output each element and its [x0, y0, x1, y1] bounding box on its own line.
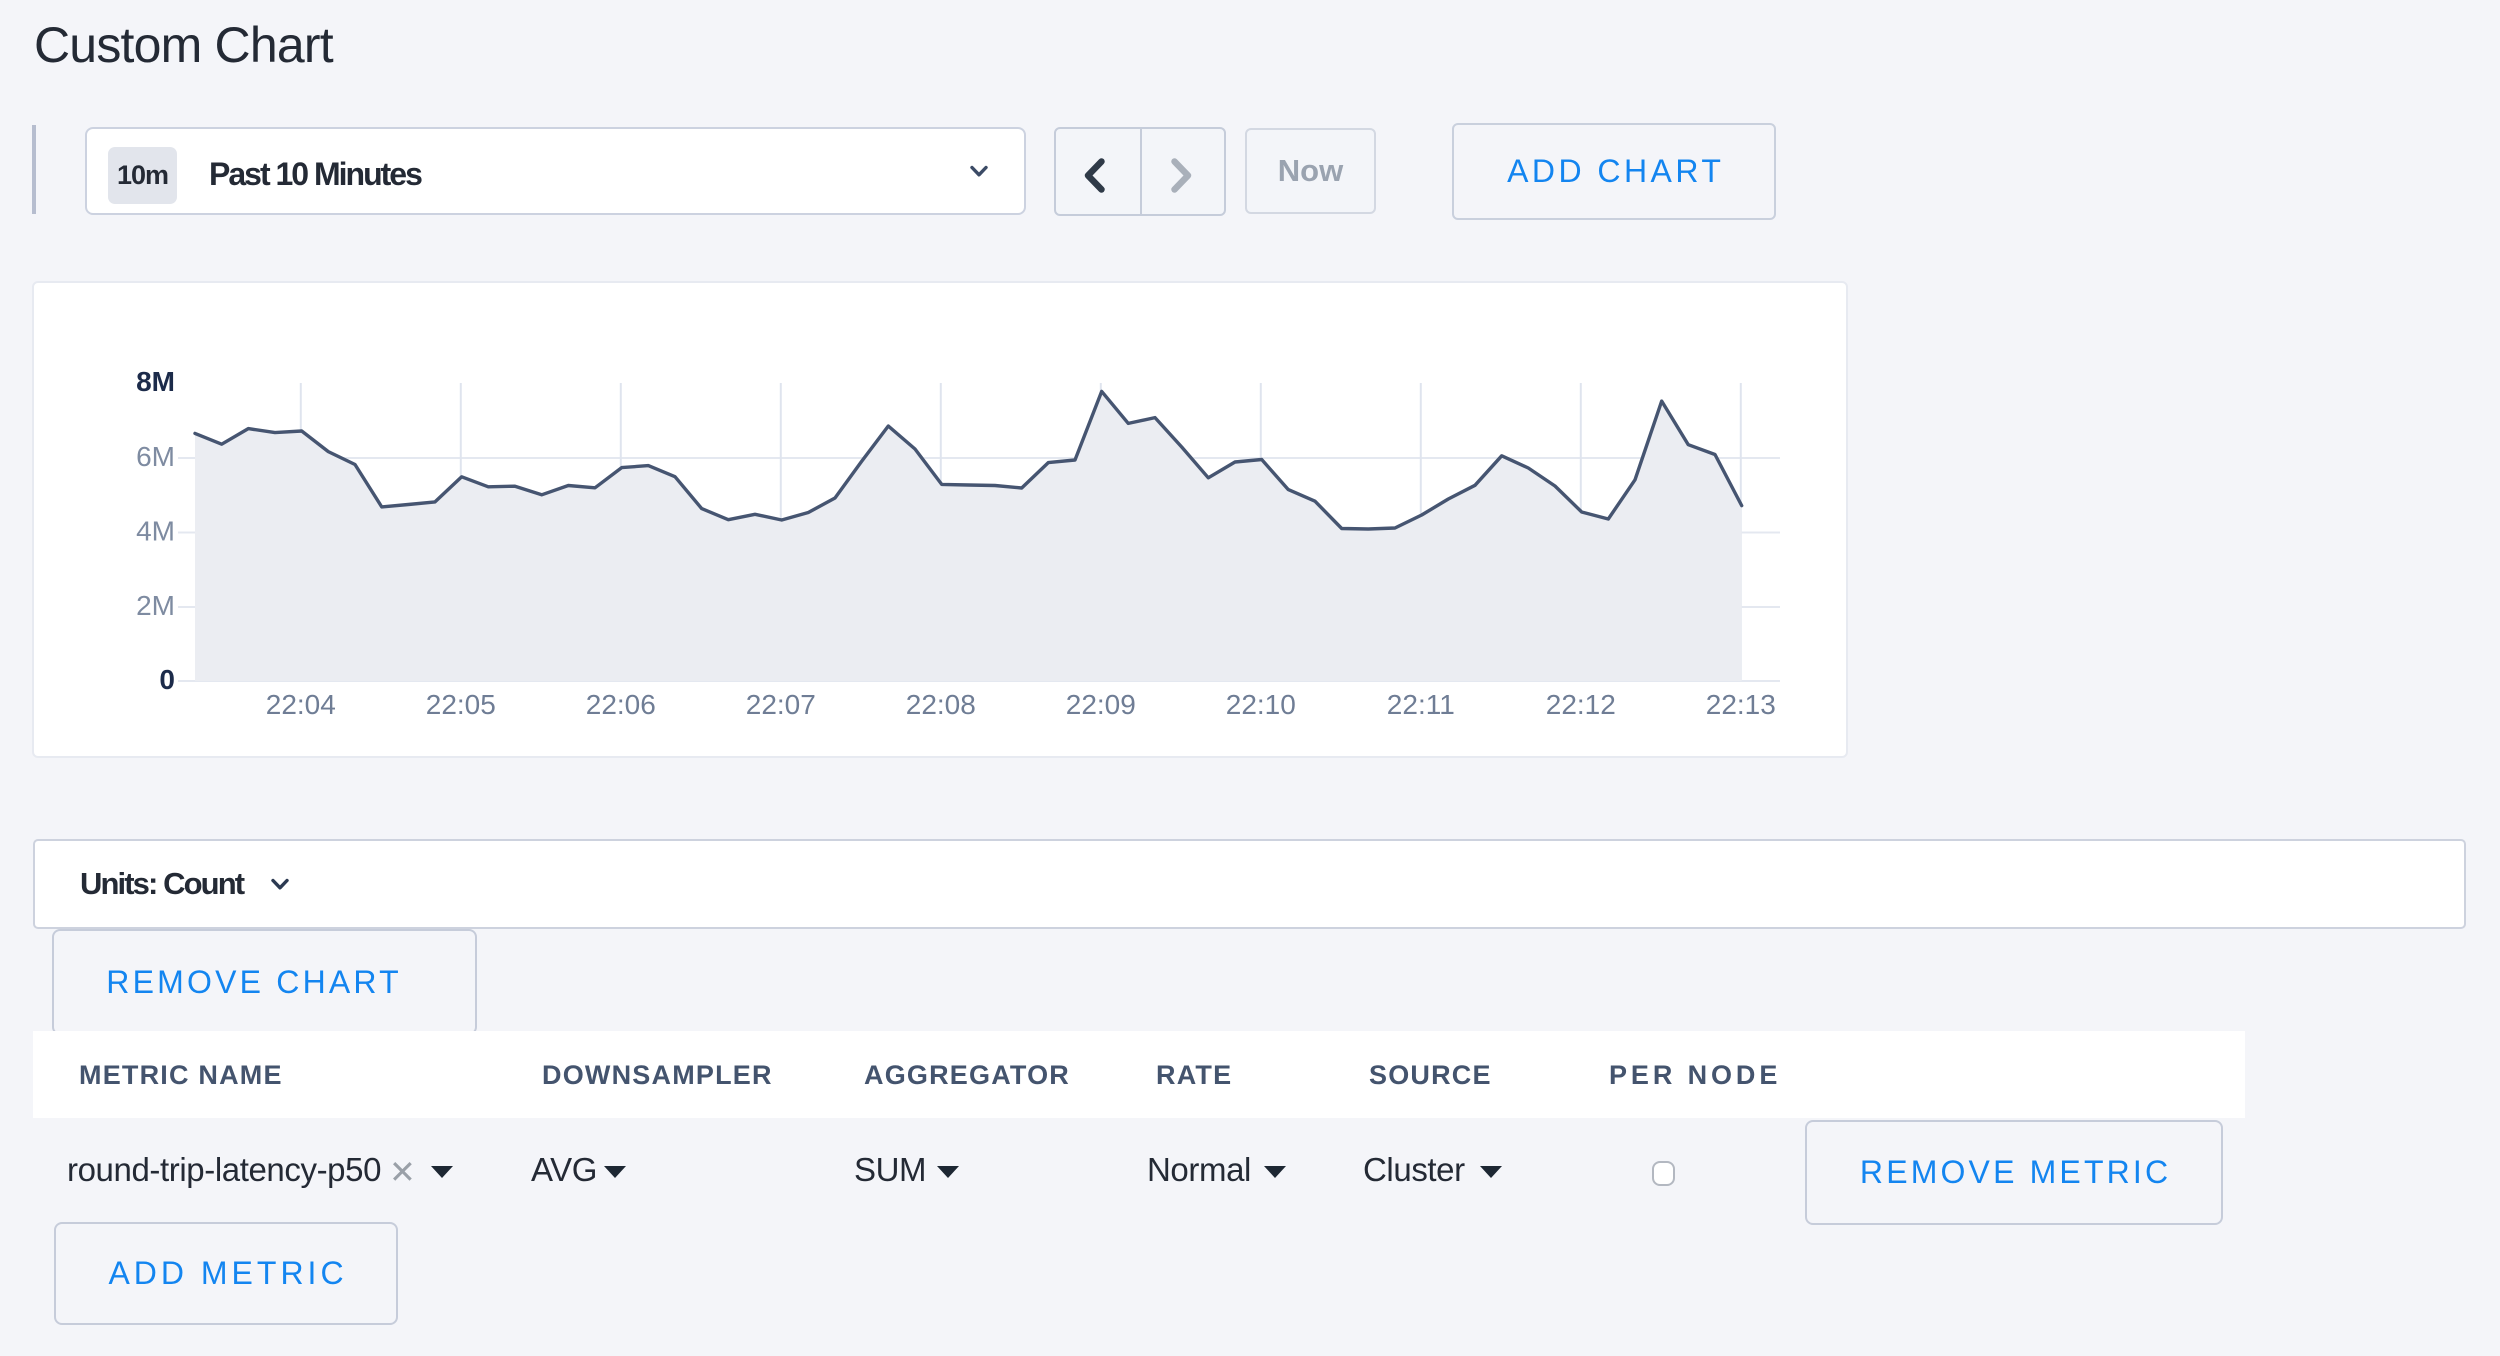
svg-text:22:10: 22:10 — [1226, 689, 1296, 720]
svg-text:0: 0 — [159, 664, 175, 695]
svg-text:8M: 8M — [136, 366, 175, 397]
svg-text:22:04: 22:04 — [266, 689, 336, 720]
svg-text:22:11: 22:11 — [1387, 689, 1455, 720]
svg-text:22:05: 22:05 — [426, 689, 496, 720]
svg-text:6M: 6M — [136, 441, 175, 472]
svg-text:22:12: 22:12 — [1546, 689, 1616, 720]
svg-text:2M: 2M — [136, 590, 175, 621]
svg-text:22:08: 22:08 — [906, 689, 976, 720]
svg-text:22:06: 22:06 — [586, 689, 656, 720]
svg-text:22:09: 22:09 — [1066, 689, 1136, 720]
svg-text:22:07: 22:07 — [746, 689, 816, 720]
svg-text:4M: 4M — [136, 516, 175, 547]
svg-text:22:13: 22:13 — [1706, 689, 1776, 720]
